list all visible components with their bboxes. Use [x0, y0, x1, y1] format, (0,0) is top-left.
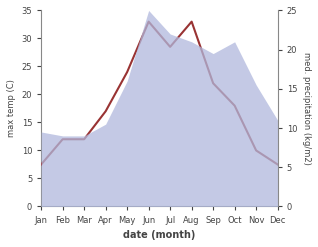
Y-axis label: max temp (C): max temp (C) [7, 80, 16, 137]
X-axis label: date (month): date (month) [123, 230, 196, 240]
Y-axis label: med. precipitation (kg/m2): med. precipitation (kg/m2) [302, 52, 311, 165]
